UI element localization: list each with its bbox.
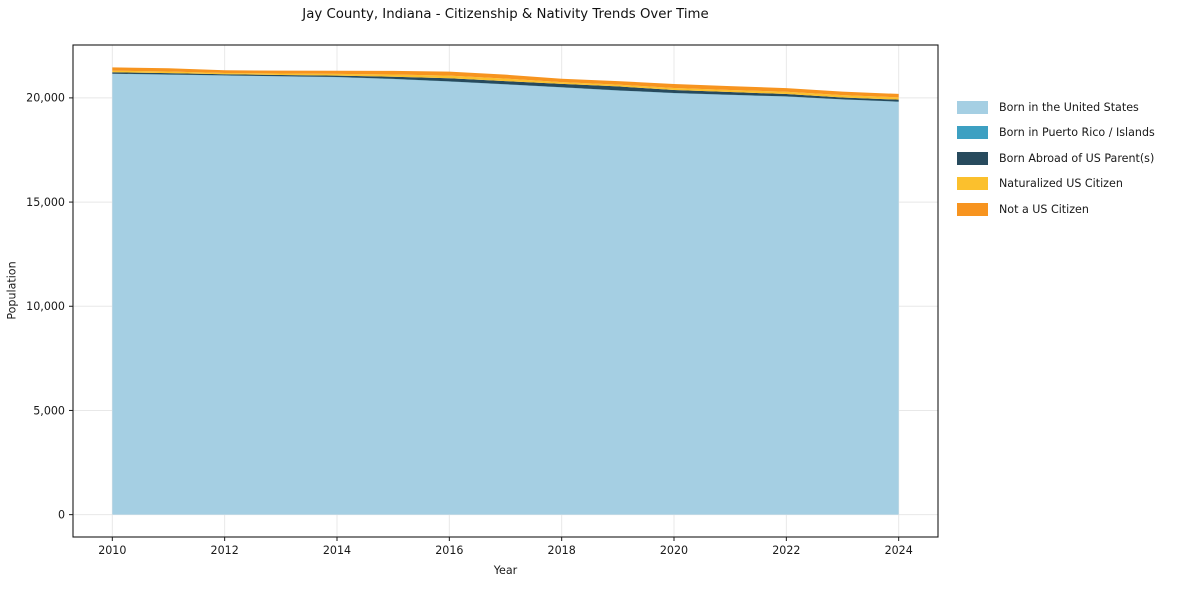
legend-swatch [957,202,988,216]
legend-item: Born in Puerto Rico / Islands [957,126,1155,140]
x-tick-label: 2016 [435,544,463,557]
legend-item: Born Abroad of US Parent(s) [957,151,1155,165]
legend-label: Born in Puerto Rico / Islands [999,126,1155,140]
area-not-a-us-citizen [112,67,899,98]
area-series-group [112,67,899,515]
x-tick-label: 2024 [885,544,913,557]
legend-swatch [957,151,988,165]
legend-item: Not a US Citizen [957,202,1155,216]
x-tick-label: 2010 [98,544,126,557]
x-tick-label: 2022 [772,544,800,557]
y-tick-label: 10,000 [26,300,65,313]
plot-border [72,44,939,538]
legend-label: Born Abroad of US Parent(s) [999,151,1155,165]
x-tick-label: 2014 [323,544,351,557]
x-tick-label: 2020 [660,544,688,557]
chart-title: Jay County, Indiana - Citizenship & Nati… [302,7,709,22]
legend-label: Naturalized US Citizen [999,177,1123,191]
legend-label: Born in the United States [999,101,1139,114]
axis-tick-labels: 2010 2012 2014 2016 2018 2020 2022 2024 0 5,000 10… [26,92,913,557]
y-tick-label: 5,000 [33,404,65,417]
legend-swatch [957,101,988,114]
area-born-in-the-united-states [112,73,899,515]
legend-swatch [957,126,988,140]
axis-ticks [69,97,900,541]
y-tick-label: 20,000 [26,92,65,105]
x-tick-label: 2018 [548,544,576,557]
x-tick-label: 2012 [211,544,239,557]
y-tick-label: 0 [58,508,65,521]
legend: Born in the United States Born in Puerto … [957,101,1155,228]
legend-swatch [957,177,988,191]
x-axis-label: Year [493,564,518,577]
legend-item: Born in the United States [957,101,1155,114]
y-axis-label: Population [5,261,19,320]
legend-item: Naturalized US Citizen [957,177,1155,191]
y-tick-label: 15,000 [26,196,65,209]
legend-label: Not a US Citizen [999,202,1089,216]
